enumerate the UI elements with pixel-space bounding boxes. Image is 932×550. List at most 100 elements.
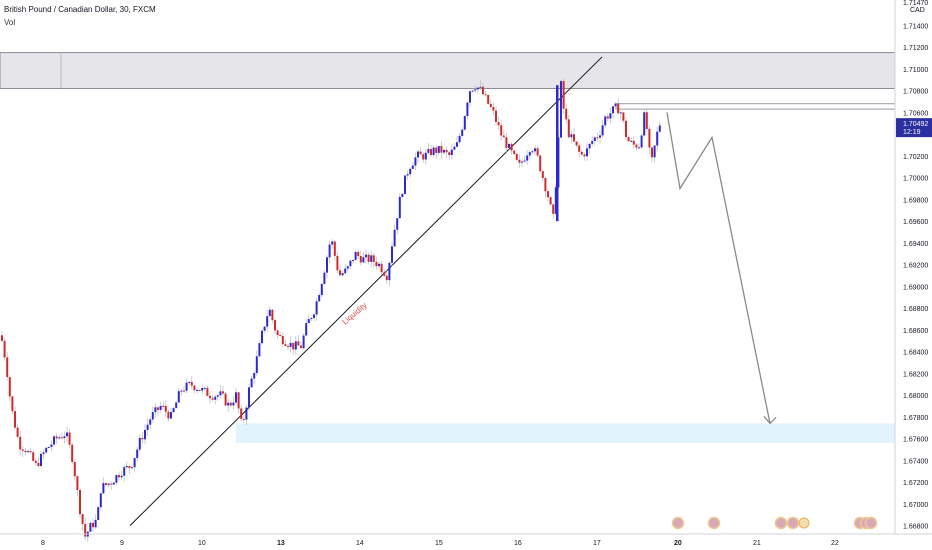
candle-body (487, 94, 490, 104)
candle-body (76, 476, 79, 490)
candle-body (271, 309, 274, 321)
candle-body (29, 451, 32, 453)
candle-body (521, 161, 523, 163)
event-flag-icon[interactable] (671, 516, 685, 530)
candle-body (476, 87, 479, 90)
candle-body (326, 257, 328, 273)
candle-body (313, 314, 315, 318)
price-tick-label: 1.71000 (903, 67, 928, 74)
event-flag-icon[interactable] (786, 516, 800, 530)
candle-body (453, 146, 456, 150)
candle-body (466, 102, 469, 117)
candle-body (622, 112, 625, 121)
candle-body (198, 389, 201, 391)
candle-body (372, 255, 375, 262)
candle-body (653, 145, 656, 158)
candle-body (344, 268, 347, 274)
time-tick-label: 20 (674, 540, 682, 547)
candle-body (55, 436, 58, 439)
candle-body (107, 483, 110, 485)
candle-body (81, 514, 84, 525)
candle-body (133, 457, 136, 468)
event-flag-icon[interactable] (774, 516, 788, 530)
candle-body (318, 295, 321, 302)
candle-body (112, 482, 115, 485)
projection-path[interactable] (666, 112, 771, 424)
candle-body (27, 451, 29, 453)
candle-body (14, 411, 16, 428)
target-zone[interactable] (236, 423, 895, 443)
time-tick-label: 14 (356, 540, 364, 547)
candle-body (232, 402, 235, 406)
time-tick-label: 22 (831, 540, 839, 547)
candle-body (554, 187, 557, 214)
time-tick-label: 21 (753, 540, 761, 547)
candle-body (414, 157, 417, 166)
candle-body (172, 408, 175, 413)
candle-body (469, 91, 471, 103)
current-price-label: 1.70492 (903, 121, 928, 128)
candle-body (385, 275, 388, 281)
price-tick-label: 1.67400 (903, 458, 928, 465)
candle-body (573, 134, 575, 142)
candle-body (461, 129, 464, 136)
candle-body (328, 244, 331, 258)
candle-body (588, 143, 591, 149)
candle-body (250, 378, 253, 388)
resistance-zone[interactable] (0, 52, 896, 89)
candle-body (424, 152, 427, 160)
candle-body (66, 432, 68, 437)
candle-body (92, 522, 94, 528)
candle-body (463, 116, 466, 130)
candle-body (333, 241, 336, 256)
candle-body (430, 149, 432, 155)
candle-body (526, 155, 529, 161)
candle-body (354, 251, 357, 260)
projection-arrowhead (763, 416, 777, 425)
candle-body (19, 436, 22, 450)
candle-body (229, 402, 232, 406)
candle-body (211, 398, 214, 400)
event-more-icon[interactable] (798, 517, 810, 529)
candle-body (448, 152, 451, 156)
candle-body (658, 125, 661, 132)
candle-body (544, 177, 547, 192)
candle-body (131, 467, 133, 469)
candle-body (315, 301, 318, 315)
candle-body (261, 330, 263, 344)
candle-body (578, 145, 581, 152)
volume-indicator-label[interactable]: Vol (4, 18, 16, 27)
candle-body (549, 197, 552, 205)
candle-body (380, 263, 383, 273)
candle-body (183, 390, 185, 392)
candle-body (547, 191, 549, 198)
candle-body (528, 152, 531, 156)
candle-body (188, 382, 191, 384)
candle-body (367, 254, 370, 262)
candle-body (341, 273, 344, 276)
candle-body (489, 103, 492, 108)
candle-body (383, 272, 386, 276)
candle-body (151, 412, 154, 420)
candle-body (180, 390, 183, 392)
event-flag-icon[interactable] (864, 516, 878, 530)
candle-body (604, 116, 607, 126)
candle-body (445, 149, 448, 153)
trendline[interactable] (129, 56, 603, 527)
candle-body (24, 450, 27, 453)
supply-level-box[interactable] (615, 103, 896, 110)
candle-body (456, 142, 458, 147)
candle-body (47, 446, 50, 448)
candle-body (222, 391, 224, 394)
candle-body (185, 382, 188, 391)
candle-body (531, 151, 534, 153)
candle-body (40, 453, 42, 467)
event-flag-icon[interactable] (707, 516, 721, 530)
time-tick-label: 16 (514, 540, 522, 547)
candle-body (518, 159, 521, 163)
candle-body (128, 465, 131, 469)
candle-body (359, 255, 362, 263)
candle-body (497, 121, 500, 126)
candle-body (45, 447, 48, 453)
